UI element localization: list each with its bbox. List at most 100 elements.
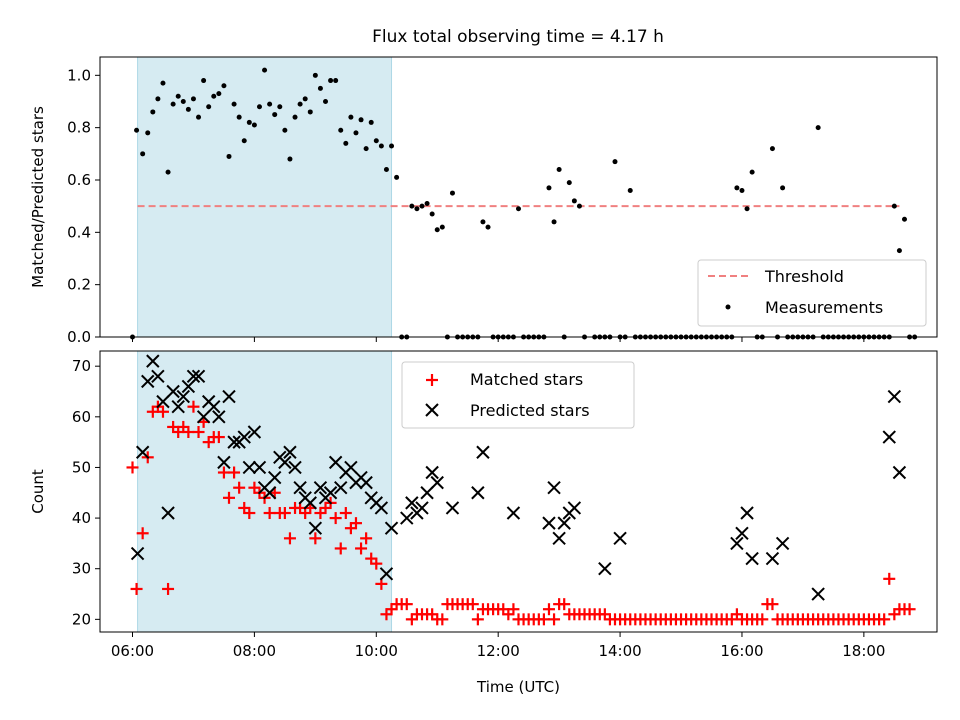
measurement-point bbox=[196, 114, 202, 120]
matched-star-point bbox=[466, 598, 479, 611]
matched-star-point bbox=[228, 466, 241, 479]
matched-star-point bbox=[542, 603, 555, 616]
matched-star-point bbox=[217, 466, 230, 479]
measurement-point bbox=[516, 206, 521, 212]
measurement-point bbox=[612, 159, 618, 165]
measurement-point bbox=[896, 248, 902, 254]
matched-star-point bbox=[187, 400, 200, 413]
measurement-point bbox=[160, 80, 166, 86]
matched-star-point bbox=[156, 405, 169, 418]
matched-star-point bbox=[233, 481, 246, 494]
y-tick-label: 70 bbox=[72, 357, 91, 375]
measurement-point bbox=[769, 146, 775, 152]
measurement-point bbox=[185, 106, 191, 112]
predicted-star-point bbox=[471, 486, 485, 500]
matched-stars-points bbox=[126, 400, 916, 626]
matched-star-point bbox=[329, 512, 342, 525]
y-tick-label: 40 bbox=[72, 509, 91, 527]
matched-star-point bbox=[130, 582, 143, 595]
measurement-point bbox=[328, 78, 334, 84]
x-tick-label: 06:00 bbox=[111, 642, 154, 660]
measurement-point bbox=[419, 203, 425, 209]
measurement-point bbox=[739, 187, 745, 193]
predicted-star-point bbox=[506, 506, 521, 520]
predicted-star-point bbox=[384, 521, 399, 535]
bottom-shaded-region bbox=[137, 350, 393, 633]
matched-star-point bbox=[558, 598, 571, 611]
measurement-point bbox=[246, 119, 252, 125]
predicted-star-point bbox=[415, 501, 429, 515]
matched-star-point bbox=[766, 598, 779, 611]
matched-star-point bbox=[182, 426, 195, 439]
measurement-point bbox=[262, 67, 268, 73]
predicted-star-point bbox=[730, 536, 744, 551]
predicted-star-point bbox=[476, 445, 490, 459]
predicted-star-point bbox=[359, 475, 373, 490]
measurement-point bbox=[749, 169, 755, 175]
measurement-point bbox=[901, 216, 907, 222]
predicted-star-point bbox=[130, 546, 145, 561]
matched-star-point bbox=[903, 603, 916, 616]
measurement-point bbox=[566, 180, 572, 186]
measurement-point bbox=[292, 114, 298, 120]
measurement-point bbox=[449, 190, 455, 196]
y-tick-label: 50 bbox=[72, 458, 91, 476]
predicted-star-point bbox=[283, 445, 297, 459]
measurement-point bbox=[429, 211, 435, 217]
matched-star-point bbox=[263, 507, 276, 520]
measurement-point bbox=[815, 125, 821, 131]
matched-star-point bbox=[126, 461, 139, 474]
predicted-star-point bbox=[207, 399, 221, 414]
matched-star-point bbox=[548, 613, 561, 626]
predicted-star-point bbox=[196, 410, 211, 424]
matched-star-point bbox=[278, 507, 291, 520]
predicted-star-point bbox=[135, 445, 150, 459]
bottom-y-ticks: 20 30 40 50 60 70 bbox=[72, 357, 100, 628]
measurement-point bbox=[287, 156, 293, 162]
predicted-star-point bbox=[552, 531, 566, 546]
measurement-point bbox=[343, 140, 349, 146]
predicted-star-point bbox=[425, 465, 439, 480]
measurement-point bbox=[383, 167, 389, 173]
measurement-point bbox=[546, 185, 552, 191]
predicted-star-point bbox=[186, 369, 201, 384]
predicted-star-point bbox=[765, 551, 780, 566]
measurement-point bbox=[353, 130, 359, 136]
predicted-star-point bbox=[268, 470, 282, 485]
measurement-point bbox=[348, 114, 354, 120]
predicted-star-point bbox=[400, 511, 414, 525]
predicted-stars-points bbox=[130, 354, 907, 601]
matched-star-point bbox=[878, 613, 891, 626]
predicted-star-point bbox=[191, 369, 206, 384]
matched-star-point bbox=[355, 542, 368, 555]
matched-star-point bbox=[507, 603, 520, 616]
measurement-point bbox=[165, 169, 171, 175]
x-tick-label: 16:00 bbox=[720, 642, 763, 660]
measurement-point bbox=[267, 101, 273, 107]
measurement-point bbox=[323, 98, 329, 104]
top-y-ticks: 0.0 0.2 0.4 0.6 0.8 1.0 bbox=[67, 66, 100, 346]
measurement-point bbox=[424, 201, 430, 207]
top-panel: 0.0 0.2 0.4 0.6 0.8 1.0 Matched/Predicted sta… bbox=[29, 56, 938, 346]
measurement-point bbox=[307, 109, 313, 115]
predicted-star-point bbox=[151, 369, 165, 384]
measurement-point bbox=[312, 72, 318, 78]
predicted-star-point bbox=[379, 567, 394, 581]
measurement-point bbox=[190, 96, 196, 102]
chart-title: Flux total observing time = 4.17 h bbox=[372, 27, 664, 47]
predicted-star-point bbox=[262, 486, 277, 500]
measurement-point bbox=[272, 112, 278, 118]
legend-measurements-label: Measurements bbox=[765, 298, 883, 317]
measurement-point bbox=[368, 119, 374, 125]
predicted-star-point bbox=[811, 587, 825, 601]
predicted-star-point bbox=[217, 455, 231, 470]
measurement-point bbox=[551, 219, 557, 225]
measurement-point bbox=[216, 91, 222, 97]
y-tick-label: 0.2 bbox=[67, 276, 91, 294]
measurement-point bbox=[333, 78, 339, 84]
measurement-point bbox=[282, 127, 288, 133]
bottom-legend-box bbox=[401, 361, 635, 429]
measurement-point bbox=[170, 101, 176, 107]
measurement-point bbox=[175, 93, 181, 99]
y-tick-label: 0.6 bbox=[67, 171, 91, 189]
